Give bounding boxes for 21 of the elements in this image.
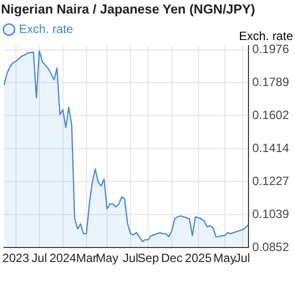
y-tick-label: 0.1789 — [252, 75, 290, 90]
x-tick-label: Jul — [122, 251, 138, 266]
y-tick-label: 0.1227 — [252, 174, 290, 188]
x-tick-label: May — [96, 251, 118, 266]
y-tick-label: 0.1602 — [252, 108, 290, 122]
y-tick-label: 0.0852 — [252, 240, 290, 254]
legend-label: Exch. rate — [19, 22, 74, 36]
x-tick-label: Jul — [32, 251, 47, 266]
x-tick-label: Sep — [138, 251, 160, 266]
x-tick-label: Mar — [76, 251, 97, 266]
y-tick-label: 0.1039 — [252, 207, 290, 222]
x-tick-label: Dec — [161, 251, 182, 266]
x-tick-label: May — [213, 251, 236, 266]
x-tick-label: 2024 — [50, 251, 77, 266]
x-tick-label: Jul — [234, 251, 250, 266]
chart-title: Nigerian Naira / Japanese Yen (NGN/JPY) — [1, 1, 256, 16]
y-tick-label: 0.1976 — [252, 42, 290, 56]
x-tick-label: 2025 — [184, 251, 212, 266]
y-tick-label: 0.1414 — [252, 141, 290, 156]
y-axis-title: Exch. rate — [238, 28, 294, 43]
x-tick-label: 2023 — [2, 251, 30, 266]
